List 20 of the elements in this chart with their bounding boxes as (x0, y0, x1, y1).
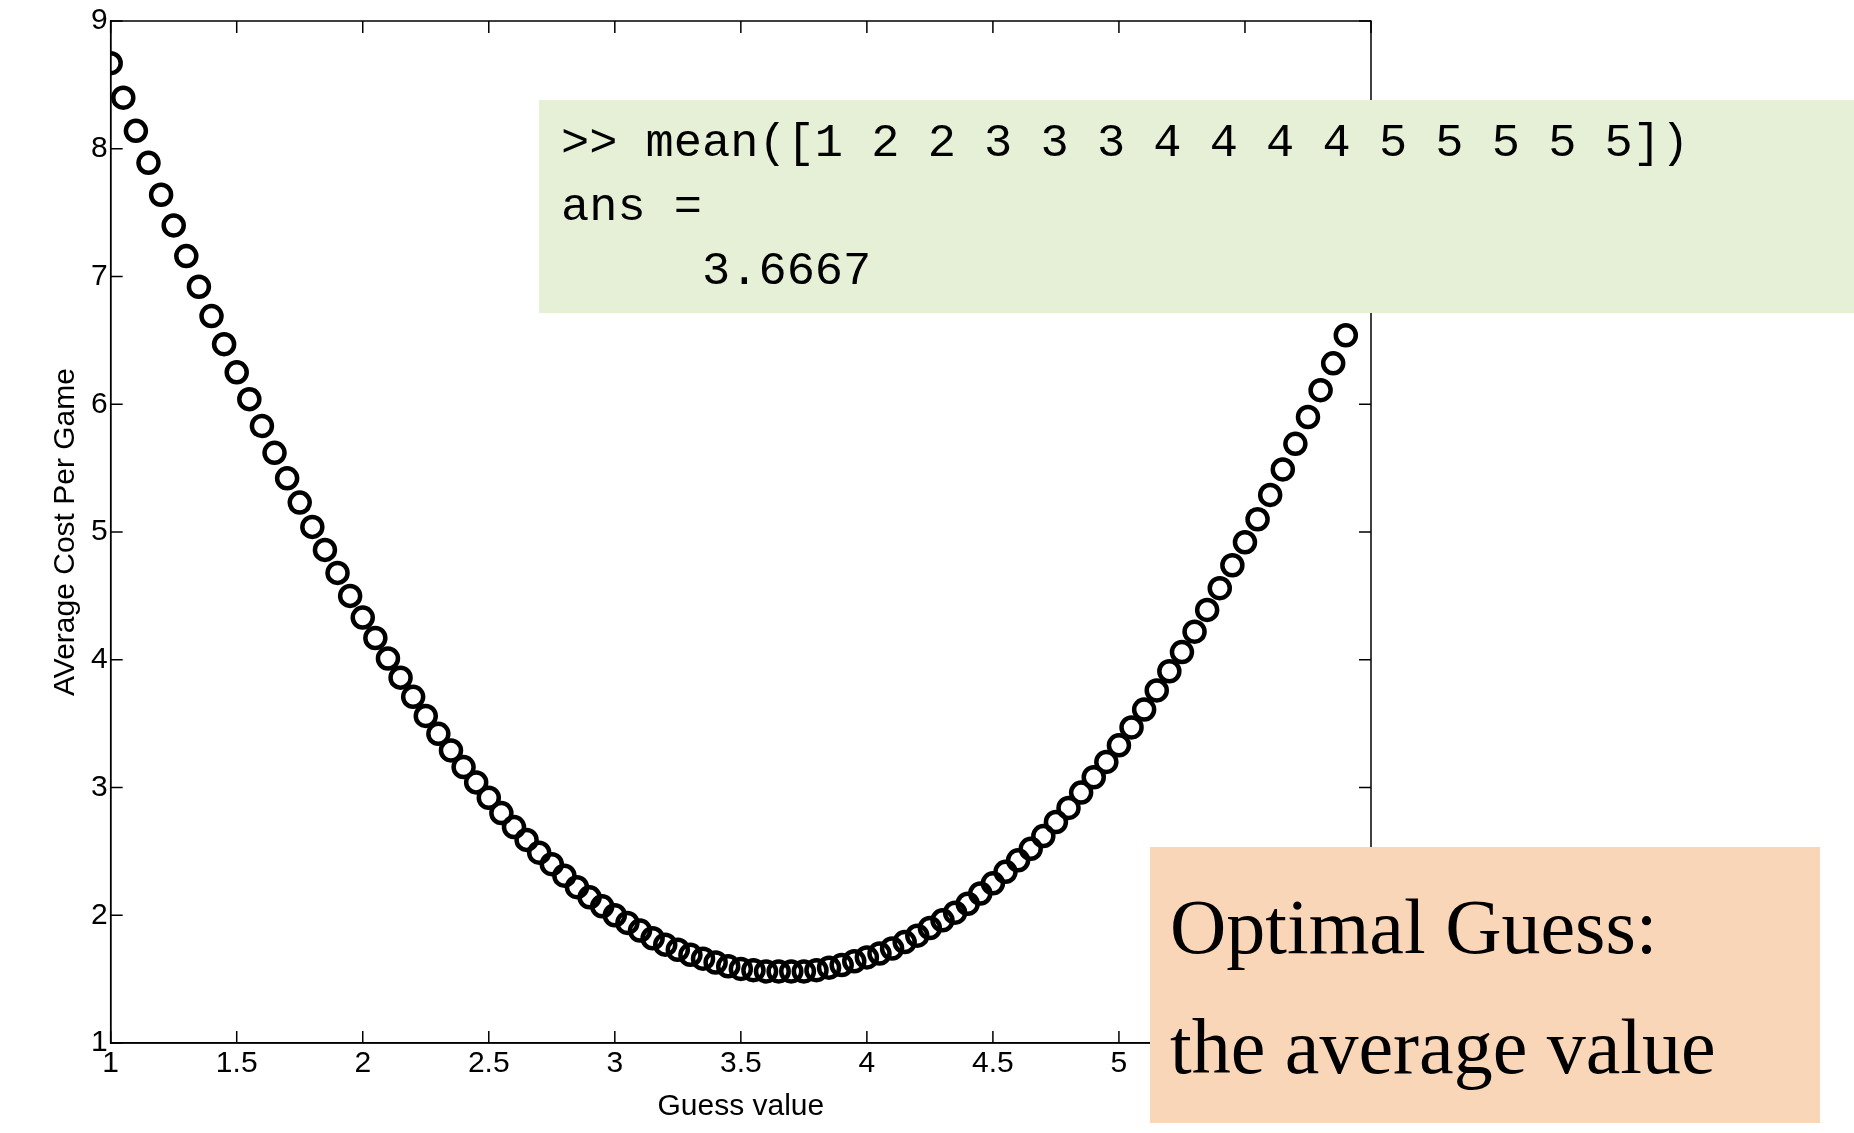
x-tick-label: 1.5 (215, 1045, 258, 1079)
x-tick-label: 2.5 (467, 1045, 510, 1079)
x-tick-label: 4.5 (972, 1045, 1014, 1079)
y-tick-label: 6 (91, 385, 108, 419)
code-text-panel: >> mean([1 2 2 3 3 3 4 4 4 4 5 5 5 5 5]) ans = 3.6667 (539, 100, 1854, 313)
y-tick-label: 8 (91, 130, 108, 164)
x-tick-label: 3.5 (719, 1045, 762, 1079)
x-tick-label: 3 (606, 1045, 624, 1079)
y-tick-label: 7 (91, 257, 108, 291)
y-axis-title: AVerage Cost Per Game (47, 368, 81, 696)
y-tick-label: 2 (91, 896, 108, 930)
y-tick-label: 5 (91, 513, 108, 547)
caption-panel: Optimal Guess: the average value (1150, 847, 1820, 1123)
x-tick-label: 5 (1110, 1045, 1128, 1079)
x-axis-title: Guess value (657, 1088, 825, 1122)
y-tick-label: 9 (91, 2, 108, 36)
x-tick-label: 4 (858, 1045, 876, 1079)
y-tick-label: 3 (91, 768, 108, 802)
x-tick-label: 2 (354, 1045, 372, 1079)
y-tick-label: 4 (91, 641, 108, 675)
